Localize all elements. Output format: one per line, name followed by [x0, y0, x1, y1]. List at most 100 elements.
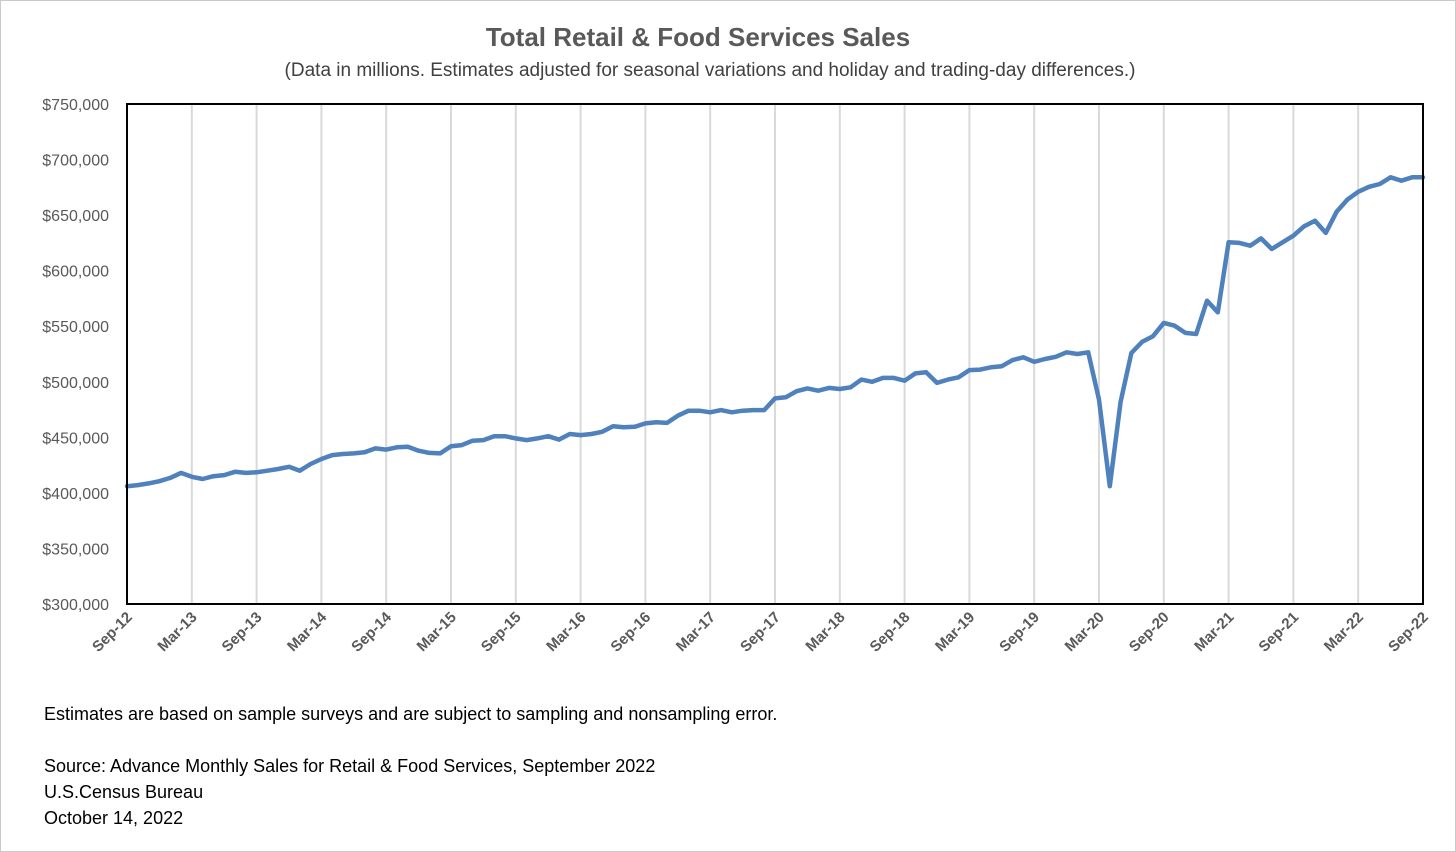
data-point: [870, 380, 874, 384]
data-point: [1399, 179, 1403, 183]
data-point: [827, 386, 831, 390]
y-tick-label: $300,000: [42, 597, 109, 614]
y-tick-label: $450,000: [42, 430, 109, 447]
y-tick-label: $400,000: [42, 486, 109, 503]
data-point: [255, 470, 259, 474]
x-tick-label: Sep-22: [1385, 609, 1432, 656]
data-point: [1086, 350, 1090, 354]
data-point: [1259, 236, 1263, 240]
data-point: [978, 368, 982, 372]
data-point: [1410, 175, 1414, 179]
data-point: [287, 465, 291, 469]
data-point: [795, 389, 799, 393]
x-tick-label: Sep-12: [89, 609, 136, 656]
data-point: [643, 421, 647, 425]
data-point: [1227, 240, 1231, 244]
data-point: [1129, 351, 1133, 355]
sampling-note: Estimates are based on sample surveys an…: [44, 704, 778, 724]
data-point: [611, 424, 615, 428]
data-point: [568, 432, 572, 436]
data-point: [157, 479, 161, 483]
x-tick-label: Sep-13: [219, 609, 266, 656]
data-point: [1291, 234, 1295, 238]
agency-note: U.S.Census Bureau: [44, 782, 204, 802]
plot-area-border: [126, 103, 1424, 605]
data-point: [849, 385, 853, 389]
data-point: [579, 433, 583, 437]
data-point: [719, 408, 723, 412]
data-point: [373, 446, 377, 450]
data-point: [1302, 224, 1306, 228]
x-tick-label: Mar-22: [1321, 609, 1367, 655]
data-point: [265, 469, 269, 473]
data-point: [1356, 190, 1360, 194]
y-tick-label: $350,000: [42, 541, 109, 558]
data-point: [957, 375, 961, 379]
x-tick-label: Mar-14: [284, 608, 331, 655]
x-tick-label: Mar-20: [1062, 609, 1108, 655]
data-point: [1032, 360, 1036, 364]
data-point: [1270, 247, 1274, 251]
data-point: [233, 470, 237, 474]
data-point: [1237, 241, 1241, 245]
data-point: [471, 439, 475, 443]
data-point: [1205, 299, 1209, 303]
data-point: [967, 368, 971, 372]
data-point: [816, 389, 820, 393]
sales-series-line: [124, 175, 1426, 489]
data-point: [1021, 355, 1025, 359]
data-point: [687, 409, 691, 413]
data-point: [136, 483, 140, 487]
data-point: [1075, 352, 1079, 356]
data-point: [935, 381, 939, 385]
x-tick-label: Mar-15: [414, 609, 460, 655]
data-point: [222, 473, 226, 477]
data-point: [622, 425, 626, 429]
y-axis-ticks: $300,000 $350,000 $400,000 $450,000 $500,000…: [42, 97, 109, 614]
x-tick-label: Sep-21: [1255, 609, 1302, 656]
data-point: [546, 434, 550, 438]
data-point: [1248, 244, 1252, 248]
line-chart: $300,000 $350,000 $400,000 $450,000 $500,000…: [42, 97, 1432, 656]
data-point: [309, 462, 313, 466]
data-point: [1140, 340, 1144, 344]
data-point: [1378, 182, 1382, 186]
data-point: [762, 408, 766, 412]
data-point: [946, 378, 950, 382]
data-point: [1054, 355, 1058, 359]
data-point: [417, 449, 421, 453]
y-tick-label: $600,000: [42, 264, 109, 281]
data-point: [881, 376, 885, 380]
data-point: [600, 430, 604, 434]
data-point: [201, 477, 205, 481]
data-point: [168, 476, 172, 480]
data-point: [892, 376, 896, 380]
x-tick-label: Sep-17: [737, 609, 784, 656]
data-point: [535, 436, 539, 440]
data-point: [654, 420, 658, 424]
x-tick-label: Sep-15: [478, 609, 525, 656]
data-point: [449, 444, 453, 448]
data-point: [589, 432, 593, 436]
x-tick-label: Mar-21: [1191, 609, 1237, 655]
data-point: [1173, 324, 1177, 328]
data-point: [427, 451, 431, 455]
y-tick-label: $550,000: [42, 319, 109, 336]
data-point: [913, 371, 917, 375]
data-point: [741, 409, 745, 413]
data-point: [384, 448, 388, 452]
data-point: [503, 434, 507, 438]
data-point: [557, 438, 561, 442]
data-point: [211, 474, 215, 478]
data-point: [859, 378, 863, 382]
series-layer: [124, 175, 1426, 489]
data-point: [1151, 334, 1155, 338]
data-point: [395, 445, 399, 449]
data-point: [805, 386, 809, 390]
x-tick-label: Sep-16: [607, 609, 654, 656]
data-point: [276, 467, 280, 471]
x-tick-label: Sep-19: [996, 609, 1043, 656]
data-point: [1216, 310, 1220, 314]
chart-subtitle: (Data in millions. Estimates adjusted fo…: [284, 60, 1136, 81]
